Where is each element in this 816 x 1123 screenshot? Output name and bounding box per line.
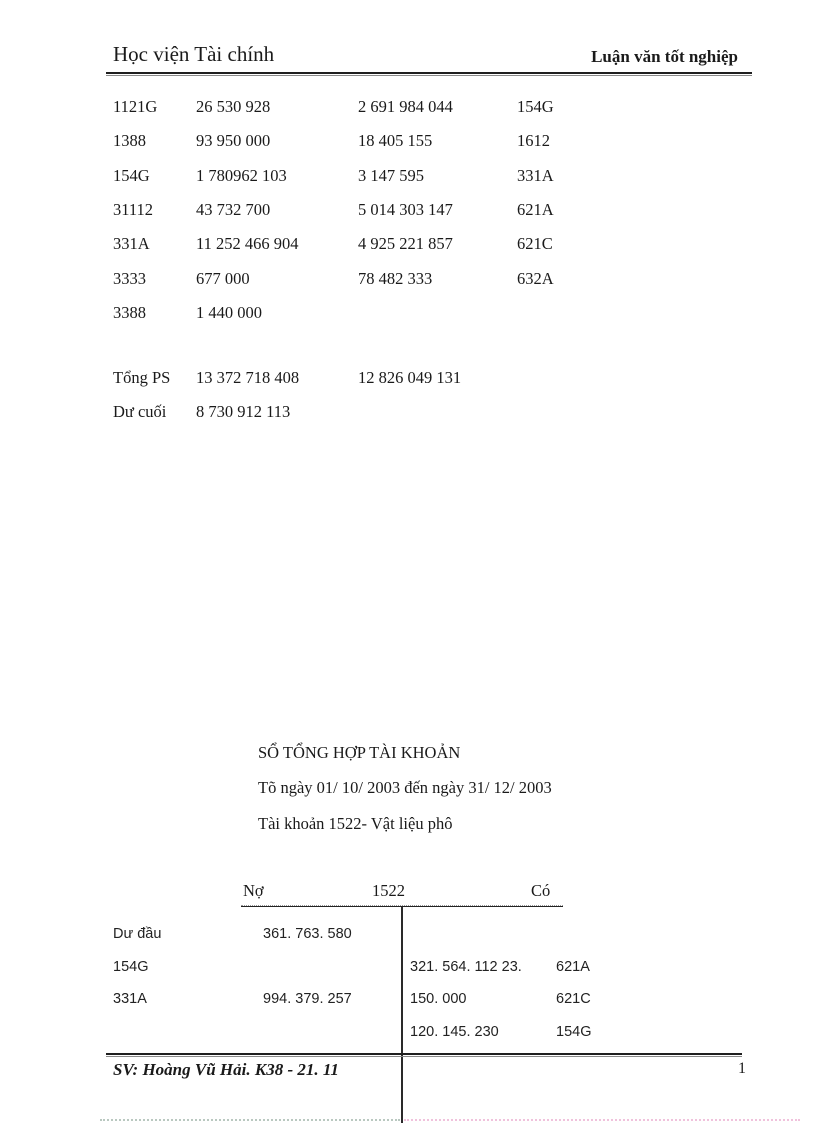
- header-rule: [106, 72, 752, 76]
- ledger-cell-credit: [358, 296, 517, 330]
- summary-title: SỔ TỔNG HỢP TÀI KHOẢN: [258, 743, 461, 762]
- ledger-cell-credit: 18 405 155: [358, 131, 433, 151]
- ledger-cell-code: 154G: [113, 165, 150, 185]
- t-row-label: 154G: [113, 958, 149, 975]
- footer-rule: [106, 1053, 742, 1057]
- closing-label: Dư cuối: [113, 401, 167, 421]
- t-row-credit: 150. 000: [410, 991, 467, 1008]
- ledger-cell-debit: 1 780962 103: [196, 165, 287, 185]
- ledger-cell-credit-code: 331A: [517, 165, 554, 185]
- ledger-cell-credit-code: [517, 296, 612, 330]
- t-row-debit: 361. 763. 580: [263, 926, 352, 942]
- ledger-cell-debit: 43 732 700: [196, 200, 271, 220]
- t-row-code: [556, 918, 626, 951]
- t-row-credit: [410, 918, 556, 951]
- t-account-table: Dư đầu 361. 763. 580 154G 321. 564. 112 …: [113, 918, 626, 1049]
- summary-period: Tõ ngày 01/ 10/ 2003 đến ngày 31/ 12/ 20…: [258, 778, 552, 798]
- ledger-cell-credit-code: 621C: [517, 234, 553, 254]
- t-row-code: 621C: [556, 991, 591, 1008]
- footer-page-number: 1: [738, 1060, 746, 1077]
- t-row-debit: [263, 951, 410, 984]
- t-row-debit: 994. 379. 257: [263, 991, 352, 1008]
- t-account-number: 1522: [372, 881, 405, 900]
- ledger-cell-credit-code: 154G: [517, 97, 554, 116]
- ledger-cell-debit: 11 252 466 904: [196, 234, 299, 254]
- t-row-code: 154G: [556, 1024, 592, 1041]
- t-account-credit-header: Có: [531, 881, 551, 900]
- ledger-cell-code: 3388: [113, 303, 146, 323]
- ledger-totals: Tổng PS 13 372 718 408 12 826 049 131 Dư…: [113, 361, 612, 428]
- ledger-cell-credit-code: 621A: [517, 200, 554, 220]
- ledger-cell-credit: 3 147 595: [358, 165, 424, 185]
- ledger-cell-credit: 4 925 221 857: [358, 234, 453, 254]
- ledger-cell-credit-code: 1612: [517, 131, 550, 151]
- t-account-top-rule: [241, 905, 563, 907]
- ledger-cell-debit: 26 530 928: [196, 97, 271, 116]
- ledger-cell-code: 3333: [113, 268, 146, 288]
- bottom-dotted-line-right: [404, 1119, 800, 1121]
- t-row-credit: 120. 145. 230: [410, 1024, 499, 1041]
- closing-debit: 8 730 912 113: [196, 401, 291, 421]
- header-left-title: Học viện Tài chính: [113, 42, 275, 66]
- t-account-divider-line: [401, 907, 403, 1123]
- ledger-cell-code: 331A: [113, 234, 150, 254]
- t-row-label: Dư đầu: [113, 926, 162, 942]
- account-summary-heading: SỔ TỔNG HỢP TÀI KHOẢN Tõ ngày 01/ 10/ 20…: [258, 735, 552, 841]
- ledger-cell-credit: 2 691 984 044: [358, 97, 453, 116]
- ledger-cell-credit: 5 014 303 147: [358, 200, 453, 220]
- t-row-credit: 321. 564. 112 23.: [410, 958, 522, 975]
- totals-credit: 12 826 049 131: [358, 368, 462, 387]
- ledger-cell-debit: 93 950 000: [196, 131, 271, 151]
- ledger-cell-code: 1121G: [113, 97, 158, 116]
- bottom-dotted-line-left: [100, 1119, 400, 1121]
- ledger-cell-credit: 78 482 333: [358, 268, 433, 288]
- t-account-debit-header: Nợ: [243, 881, 264, 900]
- ledger-cell-code: 1388: [113, 131, 146, 151]
- totals-label: Tổng PS: [113, 368, 171, 387]
- ledger-cell-credit-code: 632A: [517, 268, 554, 288]
- header-right-title: Luận văn tốt nghiệp: [591, 47, 738, 66]
- ledger-cell-code: 31112: [113, 200, 154, 220]
- t-row-debit: [263, 1016, 410, 1049]
- t-row-code: 621A: [556, 958, 590, 975]
- ledger-cell-debit: 677 000: [196, 268, 250, 288]
- totals-debit: 13 372 718 408: [196, 368, 300, 387]
- ledger-cell-debit: 1 440 000: [196, 303, 262, 323]
- summary-account: Tài khoản 1522- Vật liệu phô: [258, 813, 453, 833]
- t-row-label: [113, 1016, 263, 1049]
- footer-author: SV: Hoàng Vũ Hải. K38 - 21. 11: [113, 1060, 339, 1079]
- t-row-label: 331A: [113, 991, 147, 1008]
- ledger-table: 1121G 26 530 928 2 691 984 044 154G 1388…: [113, 90, 612, 330]
